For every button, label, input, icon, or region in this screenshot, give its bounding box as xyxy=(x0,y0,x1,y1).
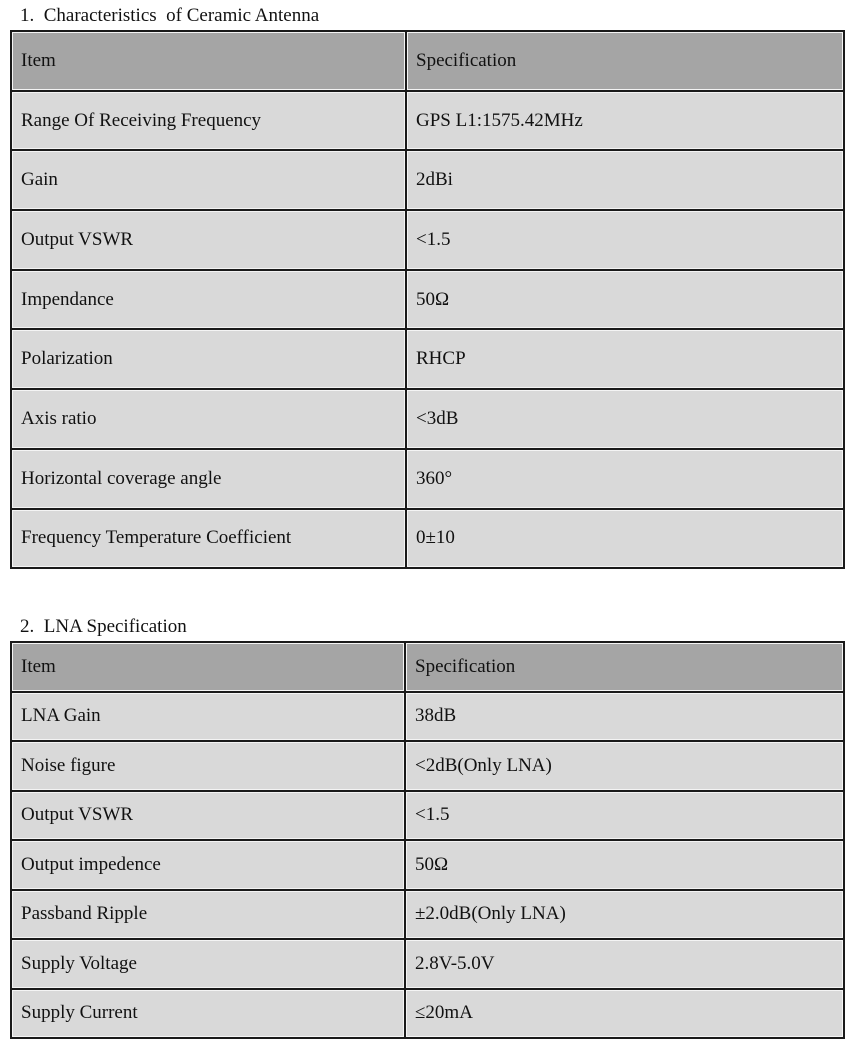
specification-cell: 0±10 xyxy=(405,507,845,570)
specification-cell: Specification xyxy=(404,641,845,693)
specification-cell: 38dB xyxy=(404,690,845,742)
specification-cell: GPS L1:1575.42MHz xyxy=(405,89,845,152)
table-row: Horizontal coverage angle 360° xyxy=(10,447,845,510)
specification-cell: 50Ω xyxy=(405,268,845,331)
item-cell: Item xyxy=(10,30,407,92)
section-2-title: 2. LNA Specification xyxy=(20,616,187,637)
table-row: Supply Voltage 2.8V-5.0V xyxy=(10,938,845,990)
table-row: Output VSWR <1.5 xyxy=(10,789,845,841)
specification-cell: Specification xyxy=(405,30,845,92)
item-cell: Impendance xyxy=(10,268,407,331)
table-row: Output impedence 50Ω xyxy=(10,839,845,891)
item-cell: Frequency Temperature Coefficient xyxy=(10,507,407,570)
ceramic-antenna-table: Item Specification Range Of Receiving Freq… xyxy=(10,30,845,570)
specification-cell: ±2.0dB(Only LNA) xyxy=(404,888,845,940)
table-header-row: Item Specification xyxy=(10,641,845,693)
specification-cell: RHCP xyxy=(405,328,845,391)
item-cell: Output VSWR xyxy=(10,789,406,841)
specification-cell: <3dB xyxy=(405,388,845,450)
item-cell: Polarization xyxy=(10,328,407,391)
item-cell: Noise figure xyxy=(10,740,406,792)
table-row: Range Of Receiving Frequency GPS L1:1575.… xyxy=(10,89,845,152)
table-row: Noise figure <2dB(Only LNA) xyxy=(10,740,845,792)
table-row: Supply Current ≤20mA xyxy=(10,987,845,1039)
item-cell: Output impedence xyxy=(10,839,406,891)
table-row: Frequency Temperature Coefficient 0±10 xyxy=(10,507,845,570)
specification-cell: ≤20mA xyxy=(404,987,845,1039)
specification-cell: <1.5 xyxy=(405,209,845,271)
item-cell: Horizontal coverage angle xyxy=(10,447,407,510)
specification-cell: 50Ω xyxy=(404,839,845,891)
specification-cell: 360° xyxy=(405,447,845,510)
lna-specification-table: Item Specification LNA Gain 38dB Noise figur… xyxy=(10,641,845,1039)
table-row: Axis ratio <3dB xyxy=(10,388,845,450)
table-row: LNA Gain 38dB xyxy=(10,690,845,742)
item-cell: Supply Current xyxy=(10,987,406,1039)
specification-cell: 2dBi xyxy=(405,149,845,212)
table-row: Output VSWR <1.5 xyxy=(10,209,845,271)
item-cell: Gain xyxy=(10,149,407,212)
item-cell: LNA Gain xyxy=(10,690,406,742)
item-cell: Passband Ripple xyxy=(10,888,406,940)
table-row: Gain 2dBi xyxy=(10,149,845,212)
specification-cell: <2dB(Only LNA) xyxy=(404,740,845,792)
table-row: Passband Ripple ±2.0dB(Only LNA) xyxy=(10,888,845,940)
item-cell: Output VSWR xyxy=(10,209,407,271)
table-header-row: Item Specification xyxy=(10,30,845,92)
table-row: Polarization RHCP xyxy=(10,328,845,391)
item-cell: Range Of Receiving Frequency xyxy=(10,89,407,152)
section-1-title: 1. Characteristics of Ceramic Antenna xyxy=(20,5,320,26)
item-cell: Supply Voltage xyxy=(10,938,406,990)
specification-cell: 2.8V-5.0V xyxy=(404,938,845,990)
table-row: Impendance 50Ω xyxy=(10,268,845,331)
item-cell: Item xyxy=(10,641,406,693)
item-cell: Axis ratio xyxy=(10,388,407,450)
specification-cell: <1.5 xyxy=(404,789,845,841)
